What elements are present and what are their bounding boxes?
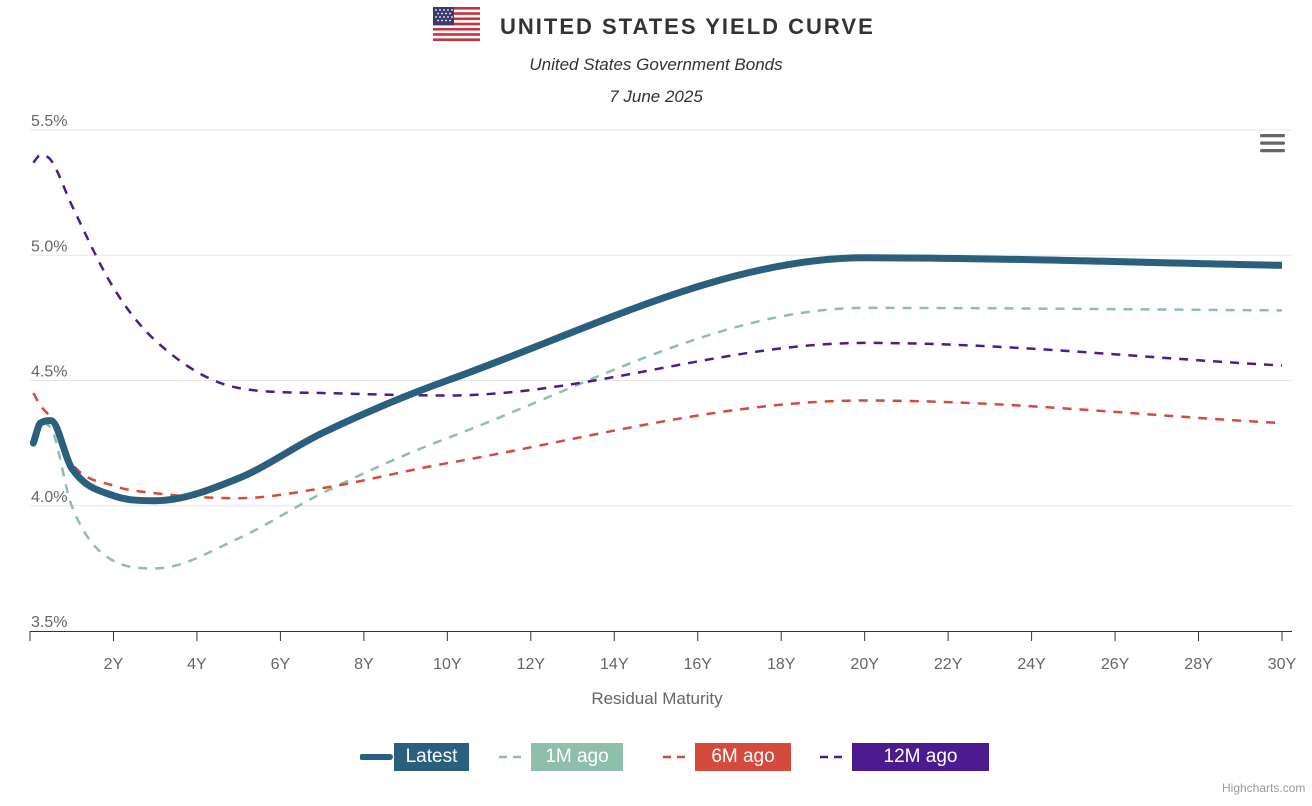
y-axis-labels: 3.5% 4.0% 4.5% 5.0% 5.5% — [31, 113, 67, 631]
x-tick-label: 10Y — [433, 656, 462, 673]
series-line-latest[interactable] — [30, 254, 1282, 505]
x-tick-label: 4Y — [187, 656, 207, 673]
x-axis — [29, 631, 1292, 641]
legend-item-latest[interactable]: Latest — [360, 740, 471, 772]
x-tick-label: 20Y — [850, 656, 879, 673]
x-tick-label: 18Y — [767, 656, 796, 673]
y-tick-label: 5.5% — [31, 113, 67, 130]
series-line-1m-ago[interactable] — [32, 306, 1282, 570]
legend-symbol — [360, 754, 393, 760]
credits-link[interactable]: Highcharts.com — [1222, 781, 1306, 795]
x-tick-label: 30Y — [1268, 656, 1297, 673]
legend-label: 12M ago — [852, 743, 989, 771]
legend-label: 1M ago — [531, 743, 623, 771]
x-axis-labels: 2Y 4Y 6Y 8Y 10Y 12Y 14Y 16Y 18Y 20Y 22Y 24Y 26Y 28Y 30… — [104, 656, 1297, 673]
x-tick-label: 12Y — [517, 656, 546, 673]
x-tick-label: 28Y — [1184, 656, 1213, 673]
x-tick-label: 8Y — [354, 656, 374, 673]
chart-title: UNITED STATES YIELD CURVE — [500, 14, 875, 39]
y-tick-label: 4.0% — [31, 489, 67, 506]
chart-legend: Latest 1M ago 6M ago 12M ago — [0, 740, 1312, 776]
gridlines — [30, 129, 1292, 507]
x-tick-label: 24Y — [1017, 656, 1046, 673]
chart-header: UNITED STATES YIELD CURVE United States … — [0, 0, 1312, 112]
legend-label: 6M ago — [695, 743, 791, 771]
chart-date: 7 June 2025 — [609, 87, 703, 106]
legend-item-1m-ago[interactable]: 1M ago — [497, 740, 625, 772]
us-flag-icon — [433, 7, 480, 41]
series-line-12m-ago[interactable] — [32, 153, 1282, 397]
y-tick-label: 4.5% — [31, 364, 67, 381]
legend-item-6m-ago[interactable]: 6M ago — [661, 740, 793, 772]
y-tick-label: 3.5% — [31, 614, 67, 631]
x-tick-label: 26Y — [1101, 656, 1130, 673]
legend-symbol — [820, 755, 848, 759]
chart-subtitle: United States Government Bonds — [529, 55, 783, 74]
legend-symbol — [663, 755, 691, 759]
legend-label: Latest — [394, 743, 469, 771]
x-tick-label: 22Y — [934, 656, 963, 673]
hamburger-menu-icon[interactable] — [1256, 130, 1290, 158]
series-lines — [30, 153, 1282, 570]
legend-item-12m-ago[interactable]: 12M ago — [818, 740, 991, 772]
x-tick-label: 16Y — [683, 656, 712, 673]
x-axis-title: Residual Maturity — [591, 689, 723, 708]
y-tick-label: 5.0% — [31, 238, 67, 255]
legend-symbol — [499, 755, 527, 759]
x-tick-label: 2Y — [104, 656, 124, 673]
x-tick-label: 14Y — [600, 656, 629, 673]
yield-curve-chart: 3.5% 4.0% 4.5% 5.0% 5.5% 2Y 4Y 6Y 8Y 10Y 12Y 14Y 16… — [29, 113, 1297, 708]
x-tick-label: 6Y — [271, 656, 291, 673]
